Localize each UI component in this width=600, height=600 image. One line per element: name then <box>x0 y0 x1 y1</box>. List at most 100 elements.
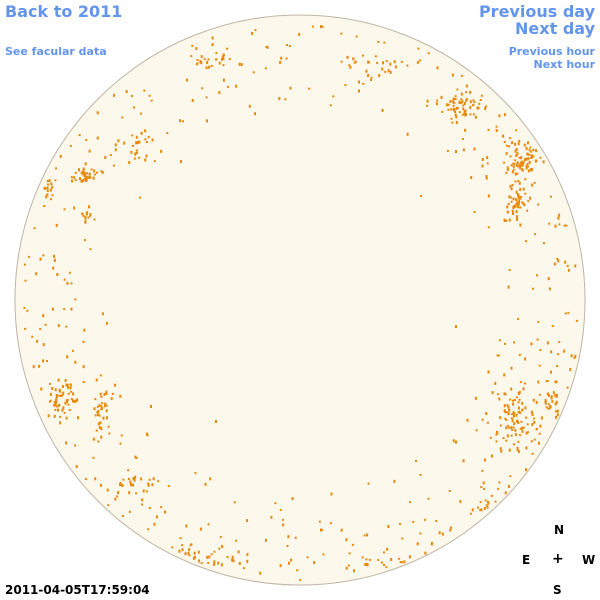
facula-point <box>320 25 322 29</box>
facula-point <box>65 441 68 445</box>
facula-point <box>222 64 225 67</box>
facula-point <box>364 563 367 566</box>
facula-point <box>525 446 528 450</box>
facula-point <box>89 175 91 178</box>
facula-point <box>516 161 519 165</box>
facula-point <box>503 113 506 117</box>
facula-point <box>204 482 207 486</box>
facula-point <box>544 399 547 402</box>
facula-point <box>200 562 203 565</box>
facula-point <box>167 485 170 488</box>
facula-point <box>135 141 138 145</box>
facula-point <box>46 193 49 197</box>
facula-point <box>526 423 529 426</box>
facula-point <box>53 258 56 262</box>
facula-point <box>415 460 417 462</box>
facula-point <box>539 424 542 428</box>
facula-point <box>535 159 538 162</box>
facula-point <box>550 395 553 398</box>
facula-point <box>536 428 538 430</box>
facula-point <box>279 564 282 568</box>
next-hour-link[interactable]: Next hour <box>533 58 596 71</box>
facula-point <box>510 187 513 191</box>
facula-point <box>56 405 59 408</box>
facula-point <box>504 393 507 396</box>
facula-point <box>254 29 257 32</box>
facula-point <box>521 169 524 172</box>
facula-point <box>39 328 42 330</box>
facula-point <box>282 523 285 527</box>
facula-point <box>189 544 192 547</box>
facula-point <box>458 111 461 114</box>
facula-point <box>181 548 184 552</box>
facula-point <box>525 416 527 419</box>
facula-point <box>108 432 111 435</box>
facula-point <box>485 176 488 180</box>
facula-point <box>523 203 526 207</box>
facula-point <box>151 483 154 487</box>
facula-point <box>508 485 510 488</box>
facula-point <box>95 429 98 432</box>
facula-point <box>123 141 126 145</box>
facula-point <box>358 89 360 93</box>
facula-point <box>465 84 468 88</box>
facula-point <box>527 200 530 203</box>
previous-hour-link[interactable]: Previous hour <box>508 45 595 58</box>
facula-point <box>543 242 545 245</box>
facula-point <box>517 180 520 182</box>
facula-point <box>464 128 467 132</box>
facula-point <box>66 401 69 404</box>
facula-point <box>462 148 465 152</box>
facula-point <box>59 154 62 158</box>
facula-point <box>505 439 508 442</box>
facula-point <box>50 182 53 186</box>
facula-point <box>512 211 514 215</box>
facula-point <box>549 195 552 198</box>
facula-point <box>530 440 533 443</box>
facula-point <box>526 153 529 155</box>
facula-point <box>70 398 73 400</box>
facula-point <box>188 554 191 557</box>
facula-point <box>147 528 150 531</box>
facula-point <box>86 175 89 178</box>
facula-point <box>520 196 523 198</box>
facula-point <box>85 139 88 142</box>
facula-point <box>38 364 41 368</box>
facula-point <box>399 522 401 525</box>
facula-point <box>481 469 484 472</box>
facula-point <box>264 538 267 542</box>
facula-point <box>51 387 54 390</box>
facula-point <box>69 383 72 387</box>
facula-point <box>345 538 348 542</box>
next-day-link[interactable]: Next day <box>515 19 595 38</box>
facula-point <box>83 175 86 177</box>
facula-point <box>284 98 287 101</box>
facula-point <box>555 395 558 398</box>
facula-point <box>160 149 163 153</box>
facula-point <box>365 69 368 73</box>
facula-point <box>349 65 352 69</box>
back-to-year-link[interactable]: Back to 2011 <box>5 2 123 21</box>
facula-point <box>215 58 218 61</box>
facula-point <box>567 311 570 314</box>
see-facular-data-link[interactable]: See facular data <box>5 45 107 58</box>
facula-point <box>82 179 85 183</box>
facula-point <box>56 273 59 276</box>
facula-point <box>408 555 411 559</box>
facula-point <box>517 420 520 424</box>
facula-point <box>59 389 62 393</box>
facula-point <box>507 285 510 289</box>
facula-point <box>547 407 550 410</box>
facula-point <box>516 172 519 175</box>
facula-point <box>120 434 123 437</box>
facula-point <box>393 60 396 64</box>
facula-point <box>517 165 520 168</box>
facula-point <box>440 95 443 99</box>
facula-point <box>93 407 96 411</box>
facula-point <box>151 138 154 142</box>
facula-point <box>57 378 60 382</box>
facula-point <box>535 400 538 404</box>
facula-point <box>96 413 99 416</box>
facula-point <box>508 448 511 452</box>
previous-day-link[interactable]: Previous day <box>478 2 595 21</box>
